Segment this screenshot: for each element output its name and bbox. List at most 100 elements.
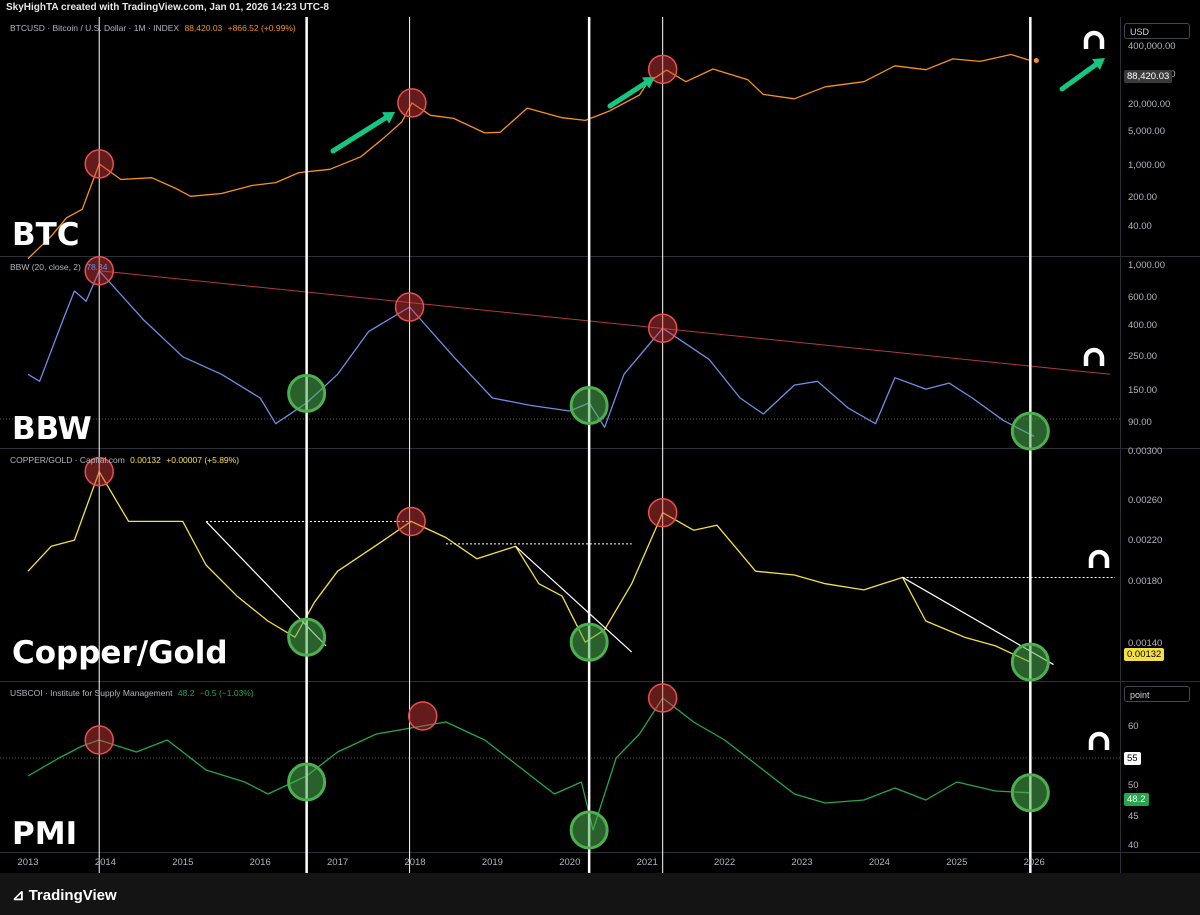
bbw-axis-tick-label: 150.00 (1128, 385, 1158, 396)
magnet-shape (1088, 549, 1110, 568)
magnet-icon (1083, 347, 1105, 366)
x-axis-year-label: 2021 (636, 857, 658, 868)
bbw-trendline (99, 270, 1111, 375)
bbw-axis-tick-label: 1,000.00 (1128, 260, 1165, 271)
trend-arrow-icon (330, 112, 395, 154)
btc-label: BTC (12, 217, 80, 253)
copper-title: COPPER/GOLD · Capital.com 0.00132 +0.000… (10, 455, 239, 465)
x-axis-year-label: 2023 (791, 857, 813, 868)
pmi-price-tag: 48.2 (1124, 793, 1149, 806)
bbw-bottom-marker (1010, 411, 1050, 451)
bbw-title: BBW (20, close, 2) 78.34 (10, 262, 108, 272)
btc-axis-tick-label: 40.00 (1128, 221, 1152, 232)
btc-title-text: BTCUSD · Bitcoin / U.S. Dollar · 1M · IN… (10, 23, 180, 33)
x-axis-year-label: 2018 (404, 857, 426, 868)
btc-change: +866.52 (+0.99%) (227, 23, 296, 33)
btc-axis-tick-label: 200.00 (1128, 192, 1158, 203)
pmi-label: PMI (12, 816, 78, 852)
pmi-level-tag: 55 (1124, 752, 1141, 765)
magnet-icon (1088, 731, 1110, 750)
pmi-title-text: USBCOI · Institute for Supply Management (10, 688, 173, 698)
bbw-axis-tick-label: 600.00 (1128, 292, 1158, 303)
pmi-top-marker (647, 683, 678, 713)
x-axis-year-label: 2025 (946, 857, 968, 868)
btc-price-tag: 88,420.03 (1124, 70, 1173, 83)
pmi-top-marker (84, 725, 114, 755)
x-axis-year-label: 2014 (94, 857, 116, 868)
x-axis-year-label: 2022 (714, 857, 736, 868)
btc-top-marker (397, 88, 427, 118)
magnet-shape (1088, 731, 1110, 750)
btc-top-marker (647, 54, 678, 85)
copper-series-line (27, 471, 1031, 663)
trend-arrow-shaft (607, 78, 651, 109)
tradingview-logo-icon: ⊿ (12, 887, 25, 904)
pmi-value: 48.2 (177, 688, 195, 698)
btc-value: 88,420.03 (184, 23, 223, 33)
bbw-bottom-marker (287, 373, 327, 413)
bbw-title-text: BBW (20, close, 2) (10, 262, 81, 272)
btc-title: BTCUSD · Bitcoin / U.S. Dollar · 1M · IN… (10, 23, 296, 33)
footer-brand-text: TradingView (28, 887, 117, 904)
magnet-icon (1083, 30, 1105, 49)
pmi-axis-tick-label: 60 (1128, 721, 1139, 732)
trend-arrow-icon (1059, 58, 1105, 92)
copper-axis-tick-label: 0.00180 (1128, 576, 1163, 587)
bbw-value: 78.34 (86, 262, 108, 272)
magnet-shape (1083, 30, 1105, 49)
bbw-axis-tick-label: 400.00 (1128, 320, 1158, 331)
copper-change: +0.00007 (+5.89%) (166, 455, 240, 465)
copper-axis-tick-label: 0.00300 (1128, 446, 1163, 457)
copper-value: 0.00132 (130, 455, 161, 465)
copper-axis-tick-label: 0.00220 (1128, 535, 1163, 546)
btc-axis-tick-label: 400,000.00 (1128, 41, 1176, 52)
pmi-title: USBCOI · Institute for Supply Management… (10, 688, 254, 698)
copper-top-marker (396, 506, 426, 537)
trend-arrow-head (382, 112, 395, 124)
copper-price-tag: 0.00132 (1124, 648, 1165, 661)
pmi-change: −0.5 (−1.03%) (199, 688, 254, 698)
x-axis-year-label: 2020 (559, 857, 581, 868)
copper-label: Copper/Gold (12, 635, 228, 671)
copper-title-text: COPPER/GOLD · Capital.com (10, 455, 125, 465)
header-caption: SkyHighTA created with TradingView.com, … (0, 0, 1200, 16)
btc-unit-box[interactable]: USD (1124, 23, 1190, 39)
copper-axis-tick-label: 0.00140 (1128, 638, 1163, 649)
pmi-top-marker (407, 701, 438, 731)
bbw-top-marker (84, 255, 114, 286)
pmi-axis-tick-label: 45 (1128, 811, 1139, 822)
bbw-top-marker (394, 292, 425, 322)
trend-arrow-shaft (330, 113, 391, 154)
x-axis-year-label: 2016 (249, 857, 271, 868)
btc-top-marker (84, 149, 114, 179)
bbw-bottom-marker (569, 385, 609, 425)
btc-axis-tick-label: 5,000.00 (1128, 126, 1165, 137)
x-axis-year-label: 2015 (172, 857, 194, 868)
x-axis-year-label: 2013 (17, 857, 39, 868)
trend-arrow-icon (607, 77, 655, 109)
btc-axis-tick-label: 1,000.00 (1128, 160, 1165, 171)
trend-arrow-head (1092, 58, 1105, 70)
pmi-series-line (27, 697, 1031, 831)
copper-top-marker (647, 497, 678, 528)
bbw-label: BBW (12, 411, 92, 447)
trend-arrow-shaft (1059, 60, 1102, 92)
copper-bottom-marker (1010, 642, 1050, 682)
pmi-bottom-marker (287, 762, 327, 802)
btc-axis-tick-label: 20,000.00 (1128, 99, 1171, 110)
btc-series-line (27, 53, 1031, 260)
pmi-bottom-marker (569, 810, 609, 850)
copper-bottom-marker (569, 622, 609, 662)
bbw-axis-tick-label: 90.00 (1128, 417, 1152, 428)
footer: ⊿ TradingView (0, 873, 1200, 915)
pmi-bottom-marker (1010, 773, 1050, 813)
copper-axis-tick-label: 0.00260 (1128, 495, 1163, 506)
x-axis-year-label: 2019 (481, 857, 503, 868)
footer-brand[interactable]: ⊿ TradingView (12, 886, 117, 904)
x-axis-year-label: 2024 (868, 857, 890, 868)
copper-trendline (515, 545, 633, 653)
pmi-unit-box[interactable]: point (1124, 686, 1190, 702)
magnet-shape (1083, 347, 1105, 366)
magnet-icon (1088, 549, 1110, 568)
